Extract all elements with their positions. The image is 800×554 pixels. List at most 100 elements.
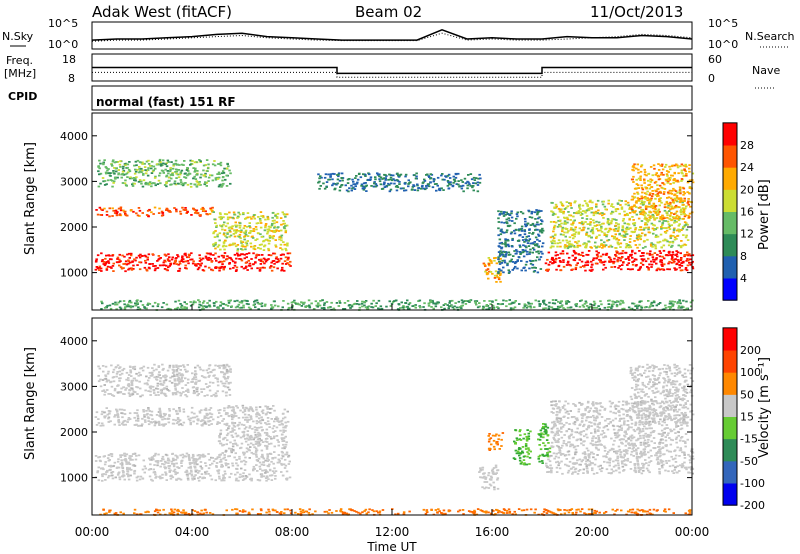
power-echo-cell (109, 179, 113, 181)
power-echo-cell (301, 302, 305, 304)
power-echo-cell (393, 179, 397, 182)
power-echo-cell (679, 211, 683, 213)
power-echo-cell (246, 235, 250, 237)
velocity-echo-cell (249, 415, 253, 418)
power-echo-cell (163, 259, 166, 262)
velocity-echo-cell (190, 411, 194, 414)
power-echo-cell (379, 305, 383, 308)
velocity-echo-cell (245, 426, 248, 429)
power-echo-cell (577, 210, 581, 212)
power-echo-cell (179, 210, 182, 213)
power-echo-cell (127, 252, 131, 255)
power-echo-cell (195, 180, 198, 183)
power-echo-cell (476, 181, 480, 184)
velocity-echo-cell (167, 417, 171, 420)
velocity-echo-cell (106, 413, 109, 416)
power-echo-cell (117, 301, 120, 304)
power-echo-cell (372, 185, 376, 188)
power-echo-cell (652, 210, 656, 213)
power-echo-cell (222, 172, 226, 174)
power-echo-cell (674, 258, 677, 260)
velocity-echo-cell (284, 464, 288, 467)
power-echo-cell (578, 222, 581, 224)
power-echo-cell (582, 305, 586, 308)
power-echo-cell (460, 187, 464, 190)
power-echo-cell (527, 301, 530, 304)
velocity-echo-cell (284, 443, 288, 446)
velocity-echo-cell (110, 471, 113, 474)
power-echo-cell (234, 306, 238, 309)
power-echo-cell (567, 246, 571, 248)
power-echo-cell (680, 180, 683, 182)
power-echo-cell (529, 224, 533, 226)
power-echo-cell (183, 253, 186, 255)
velocity-echo-cell (123, 413, 127, 415)
power-echo-cell (165, 264, 168, 267)
power-echo-cell (457, 180, 460, 182)
power-echo-cell (277, 305, 280, 308)
power-echo-cell (199, 263, 202, 266)
power-echo-cell (111, 207, 114, 210)
velocity-echo-cell (143, 382, 147, 385)
power-echo-cell (573, 246, 576, 249)
power-echo-cell (619, 242, 623, 245)
power-echo-cell (402, 187, 405, 190)
power-echo-cell (173, 182, 176, 185)
velocity-echo-cell (97, 466, 100, 469)
power-echo-cell (128, 257, 131, 259)
velocity-echo-cell (120, 461, 124, 464)
power-echo-cell (595, 205, 598, 208)
velocity-echo-cell (188, 419, 192, 422)
power-echo-cell (503, 251, 507, 253)
velocity-echo-cell (178, 410, 182, 413)
power-echo-cell (610, 307, 613, 309)
power-echo-cell (136, 159, 140, 162)
power-echo-cell (259, 267, 262, 269)
velocity-echo-cell (146, 366, 150, 369)
power-echo-cell (534, 244, 537, 247)
velocity-echo-cell (186, 474, 189, 477)
velocity-echo-cell (226, 406, 230, 409)
power-echo-cell (184, 260, 188, 263)
power-echo-cell (99, 182, 102, 185)
power-echo-cell (147, 253, 151, 256)
power-echo-cell (607, 219, 610, 221)
velocity-echo-cell (204, 383, 208, 385)
power-echo-cell (101, 302, 104, 305)
velocity-echo-cell (136, 409, 139, 412)
power-echo-cell (557, 264, 561, 267)
power-echo-cell (173, 207, 176, 209)
velocity-echo-cell (118, 408, 122, 411)
power-echo-cell (187, 173, 190, 176)
power-echo-cell (497, 217, 500, 220)
power-echo-cell (609, 212, 613, 215)
power-echo-cell (221, 263, 224, 265)
power-echo-cell (667, 171, 670, 173)
power-echo-cell (645, 217, 648, 220)
velocity-echo-cell (235, 477, 238, 480)
power-echo-cell (222, 244, 225, 247)
power-echo-cell (669, 302, 673, 305)
power-echo-cell (330, 301, 333, 304)
power-echo-cell (521, 236, 525, 238)
power-echo-cell (208, 213, 212, 215)
power-echo-cell (558, 210, 562, 213)
power-echo-cell (643, 240, 646, 242)
velocity-echo-cell (156, 461, 160, 464)
power-echo-cell (272, 252, 275, 255)
power-echo-cell (175, 168, 178, 171)
velocity-echo-cell (231, 436, 235, 438)
power-echo-cell (233, 229, 236, 232)
power-echo-cell (567, 256, 571, 259)
power-echo-cell (530, 212, 533, 215)
velocity-echo-cell (258, 414, 261, 417)
power-echo-cell (661, 224, 664, 227)
velocity-echo-cell (238, 421, 241, 424)
power-echo-cell (443, 178, 446, 181)
power-echo-cell (242, 306, 245, 309)
power-echo-cell (658, 302, 662, 304)
power-echo-cell (557, 239, 561, 242)
power-echo-cell (202, 164, 206, 167)
power-echo-cell (378, 173, 381, 176)
power-echo-cell (214, 247, 217, 250)
